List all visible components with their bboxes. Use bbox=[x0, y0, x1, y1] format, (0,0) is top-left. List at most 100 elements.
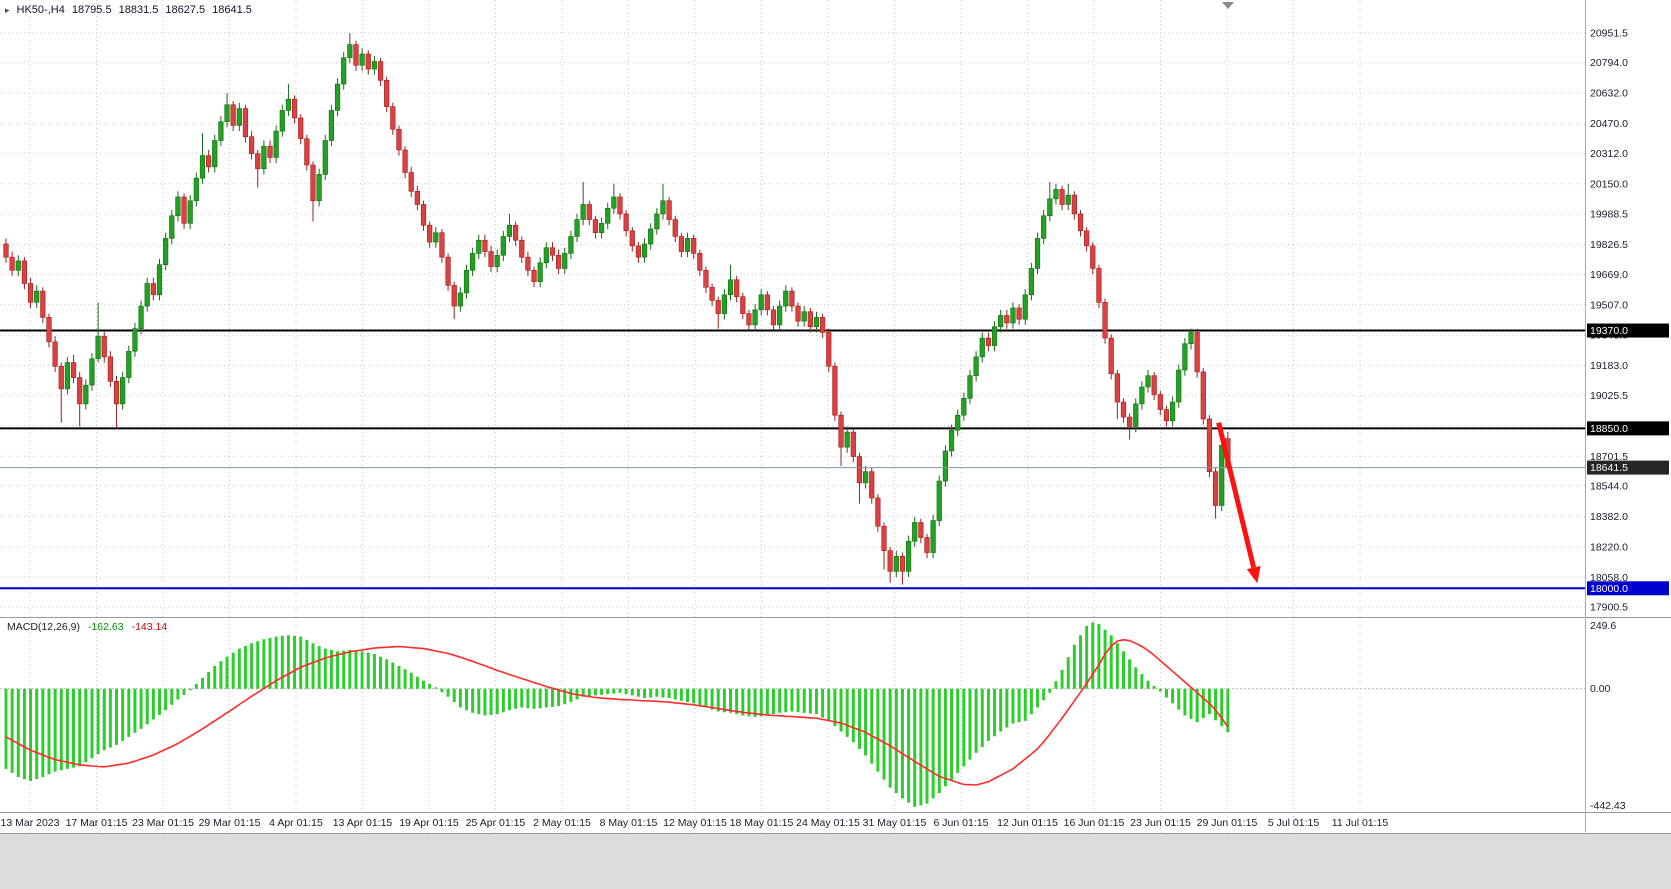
candle-body bbox=[285, 98, 292, 111]
candle-body bbox=[476, 239, 482, 254]
time-axis-label: 6 Jun 01:15 bbox=[934, 817, 989, 829]
candle-body bbox=[697, 253, 703, 271]
candle-body bbox=[764, 294, 770, 311]
candle-body bbox=[979, 337, 985, 358]
candle-body bbox=[998, 315, 1004, 328]
candle-body bbox=[826, 332, 832, 367]
candle-body bbox=[261, 145, 267, 170]
candle-body bbox=[1151, 375, 1157, 395]
candle-body bbox=[881, 525, 887, 551]
candle-body bbox=[758, 294, 764, 311]
candle-body bbox=[623, 213, 629, 232]
candle-body bbox=[549, 247, 556, 256]
candle-body bbox=[445, 256, 451, 286]
trend-arrow-head[interactable] bbox=[1246, 565, 1261, 584]
candle-body bbox=[1127, 416, 1133, 427]
candle-body bbox=[777, 305, 783, 326]
time-axis-label: 29 Jun 01:15 bbox=[1197, 817, 1258, 829]
candle-body bbox=[390, 106, 396, 130]
candle-body bbox=[291, 98, 298, 119]
candle-body bbox=[807, 311, 813, 328]
candle-body bbox=[1096, 268, 1102, 303]
time-axis-label: 24 May 01:15 bbox=[796, 817, 860, 829]
candle-body bbox=[365, 53, 371, 70]
price-axis-label: 18382.0 bbox=[1590, 511, 1628, 523]
candle-body bbox=[1090, 245, 1096, 269]
price-axis-label: 19025.5 bbox=[1590, 390, 1628, 402]
candle-body bbox=[635, 245, 642, 258]
candle-body bbox=[427, 224, 433, 243]
candle-body bbox=[1200, 371, 1206, 420]
candle-body bbox=[862, 471, 869, 484]
candle-body bbox=[52, 341, 58, 367]
candle-body bbox=[488, 251, 494, 267]
candle-body bbox=[912, 522, 918, 542]
candle-body bbox=[1157, 394, 1163, 410]
candle-body bbox=[230, 104, 236, 126]
trend-arrow[interactable] bbox=[1216, 422, 1257, 569]
candle-body bbox=[89, 358, 95, 386]
candle-body bbox=[40, 290, 46, 318]
candle-body bbox=[875, 497, 881, 527]
price-axis-label: 19669.0 bbox=[1590, 269, 1628, 281]
candle-body bbox=[930, 520, 936, 553]
ohlc-close-value: 18641.5 bbox=[212, 4, 252, 16]
one-click-trading-arrow-icon[interactable]: ▸ bbox=[5, 4, 10, 15]
candle-body bbox=[181, 196, 187, 224]
candle-body bbox=[555, 254, 562, 269]
candle-body bbox=[273, 130, 279, 158]
candle-body bbox=[1065, 194, 1071, 205]
candle-body bbox=[64, 362, 70, 390]
candle-body bbox=[537, 262, 543, 282]
candle-body bbox=[961, 397, 967, 416]
candle-body bbox=[740, 296, 746, 314]
candle-body bbox=[844, 431, 850, 448]
time-axis-label: 31 May 01:15 bbox=[863, 817, 927, 829]
candle-body bbox=[598, 222, 605, 234]
candle-body bbox=[212, 140, 218, 168]
window-bottom-area bbox=[0, 833, 1671, 889]
candle-body bbox=[654, 213, 660, 230]
candle-body bbox=[1219, 444, 1225, 506]
candle-body bbox=[813, 317, 820, 328]
candle-body bbox=[629, 230, 635, 247]
candle-body bbox=[506, 224, 513, 237]
candle-body bbox=[869, 471, 875, 499]
candle-body bbox=[1102, 302, 1108, 339]
price-level-badge bbox=[1587, 421, 1669, 436]
candle-body bbox=[242, 108, 249, 138]
candle-body bbox=[562, 253, 568, 269]
time-axis-label: 13 Apr 01:15 bbox=[333, 817, 393, 829]
price-level-badge-label: 19370.0 bbox=[1590, 325, 1628, 337]
candle-body bbox=[1114, 373, 1120, 403]
candle-body bbox=[648, 228, 654, 245]
candle-body bbox=[1071, 194, 1077, 215]
candle-body bbox=[1212, 471, 1219, 506]
candle-body bbox=[1188, 332, 1194, 345]
price-level-badge-label: 18850.0 bbox=[1590, 423, 1628, 435]
candle-body bbox=[175, 196, 181, 217]
symbol-timeframe-label: HK50-,H4 bbox=[16, 4, 65, 16]
time-axis-label: 19 Apr 01:15 bbox=[399, 817, 459, 829]
candle-body bbox=[734, 279, 740, 297]
candle-body bbox=[328, 110, 335, 141]
candle-body bbox=[1182, 343, 1188, 371]
candle-body bbox=[789, 290, 795, 307]
candle-body bbox=[402, 149, 408, 173]
price-axis-label: 20951.5 bbox=[1590, 28, 1628, 40]
candle-body bbox=[255, 153, 261, 170]
candle-body bbox=[967, 375, 973, 399]
candle-body bbox=[973, 356, 979, 376]
candle-body bbox=[1028, 268, 1034, 296]
candle-body bbox=[359, 53, 365, 66]
price-level-badge bbox=[1587, 460, 1669, 475]
candle-body bbox=[948, 429, 955, 452]
candle-body bbox=[936, 480, 942, 521]
candle-body bbox=[1133, 403, 1139, 427]
candle-body bbox=[433, 232, 439, 243]
macd-main-value: -162.63 bbox=[87, 621, 124, 633]
time-axis-label: 12 May 01:15 bbox=[663, 817, 727, 829]
candle-body bbox=[586, 204, 592, 220]
candle-body bbox=[1010, 307, 1016, 324]
